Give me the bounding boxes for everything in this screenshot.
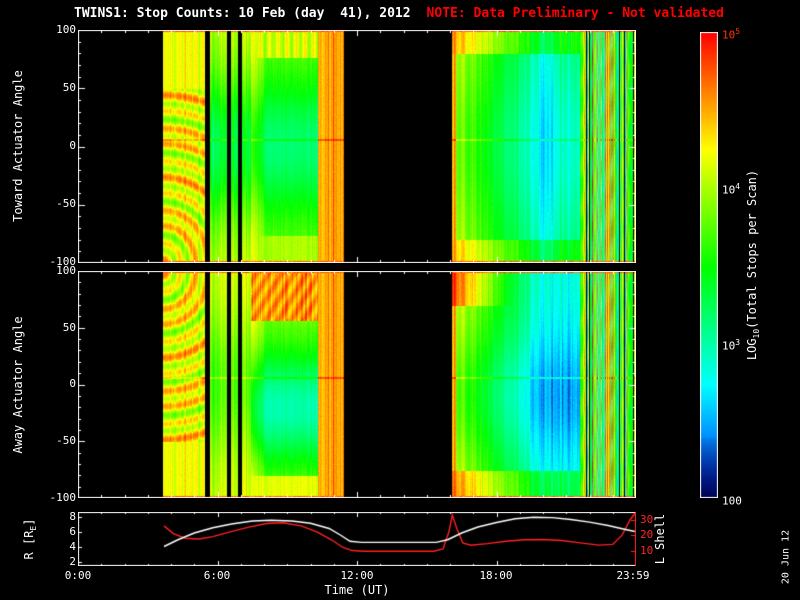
- y-tick-label: 50: [62, 81, 76, 94]
- r-tick-label: 4: [69, 540, 76, 553]
- l-shell-tick-label: 20: [640, 528, 654, 541]
- x-tick-label: 23:59: [616, 569, 650, 582]
- y-tick-label: 100: [56, 23, 76, 36]
- y-tick-label: -100: [49, 491, 77, 504]
- x-tick-label: 6:00: [203, 569, 231, 582]
- colorbar-canvas: [700, 32, 718, 498]
- l-shell-tick-label: 30: [640, 513, 654, 526]
- y-tick-label: 0: [69, 139, 76, 152]
- y-tick-label: -100: [49, 255, 77, 268]
- colorbar-tick-label: 103: [722, 338, 741, 353]
- toward-spectrogram-canvas: [78, 30, 636, 263]
- colorbar-tick-label: 100: [722, 494, 742, 508]
- r-tick-label: 2: [69, 555, 76, 568]
- y-tick-label: 100: [56, 264, 76, 277]
- away-axis-label: Away Actuator Angle: [11, 316, 25, 454]
- plot-title: TWINS1: Stop Counts: 10 Feb (day 41), 20…: [74, 6, 411, 21]
- date-stamp: 20 Jun 12: [780, 529, 792, 585]
- x-tick-label: 0:00: [64, 569, 92, 582]
- r-tick-label: 6: [69, 525, 76, 538]
- y-tick-label: -50: [56, 197, 76, 210]
- x-tick-label: 12:00: [340, 569, 374, 582]
- l-shell-tick-label: 10: [640, 544, 654, 557]
- y-tick-label: 0: [69, 377, 76, 390]
- r-axis-label: R [RE]: [21, 518, 39, 560]
- colorbar-tick-label: 105: [722, 27, 741, 42]
- validation-note: NOTE: Data Preliminary - Not validated: [426, 6, 724, 21]
- y-tick-label: -50: [56, 434, 76, 447]
- orbit-panel-canvas: [78, 512, 636, 566]
- y-tick-label: 50: [62, 321, 76, 334]
- away-spectrogram-canvas: [78, 271, 636, 498]
- x-axis-label: Time (UT): [324, 583, 390, 597]
- colorbar-label: LOG10(Total Stops per Scan): [744, 169, 762, 361]
- l-shell-axis-label: L Shell: [653, 513, 667, 565]
- x-tick-label: 18:00: [479, 569, 513, 582]
- r-tick-label: 8: [69, 510, 76, 523]
- title-row: TWINS1: Stop Counts: 10 Feb (day 41), 20…: [74, 6, 724, 21]
- colorbar-tick-label: 104: [722, 182, 741, 197]
- toward-axis-label: Toward Actuator Angle: [11, 70, 25, 222]
